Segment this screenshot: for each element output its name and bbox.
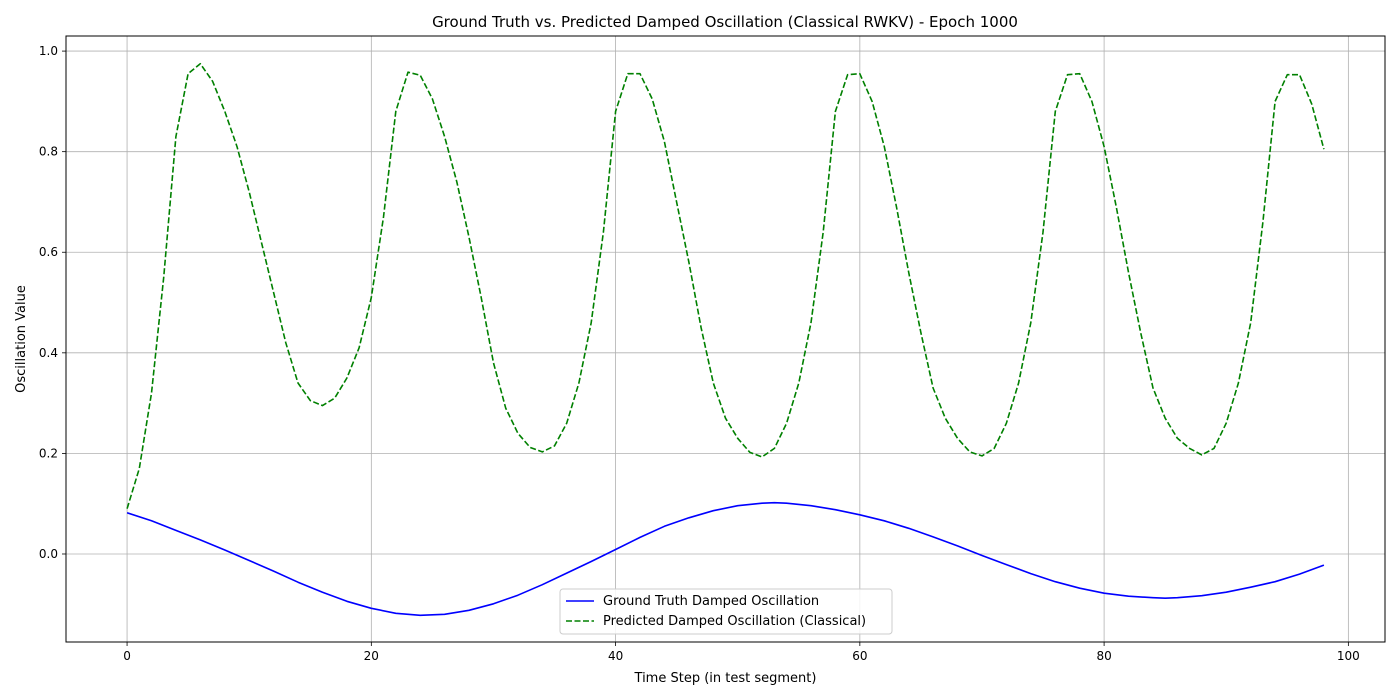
y-tick-label: 0.2 xyxy=(39,446,58,460)
y-tick-label: 0.6 xyxy=(39,245,58,259)
y-axis: 0.0 0.2 0.4 0.6 0.8 1.0 xyxy=(39,44,66,561)
x-tick-label: 60 xyxy=(852,649,867,663)
x-tick-label: 40 xyxy=(608,649,623,663)
y-tick-label: 1.0 xyxy=(39,44,58,58)
x-axis: 0 20 40 60 80 100 xyxy=(123,642,1360,663)
legend: Ground Truth Damped Oscillation Predicted… xyxy=(559,588,893,635)
x-tick-label: 80 xyxy=(1096,649,1111,663)
y-axis-label: Oscillation Value xyxy=(14,285,29,393)
y-tick-label: 0.4 xyxy=(39,346,58,360)
ground-truth-line xyxy=(126,501,1325,617)
series-layer xyxy=(126,62,1325,617)
legend-box xyxy=(559,588,893,635)
chart-title: Ground Truth vs. Predicted Damped Oscill… xyxy=(432,13,1018,31)
x-tick-label: 0 xyxy=(123,649,131,663)
legend-entry-label: Predicted Damped Oscillation (Classical) xyxy=(603,614,866,629)
x-tick-label: 100 xyxy=(1337,649,1360,663)
x-axis-label: Time Step (in test segment) xyxy=(634,671,817,686)
y-tick-label: 0.8 xyxy=(39,145,58,159)
y-tick-label: 0.0 xyxy=(39,547,58,561)
grid xyxy=(66,36,1385,642)
x-tick-label: 20 xyxy=(364,649,379,663)
plot-frame xyxy=(65,35,1386,643)
legend-entry-label: Ground Truth Damped Oscillation xyxy=(603,594,819,609)
predicted-line xyxy=(126,62,1325,509)
